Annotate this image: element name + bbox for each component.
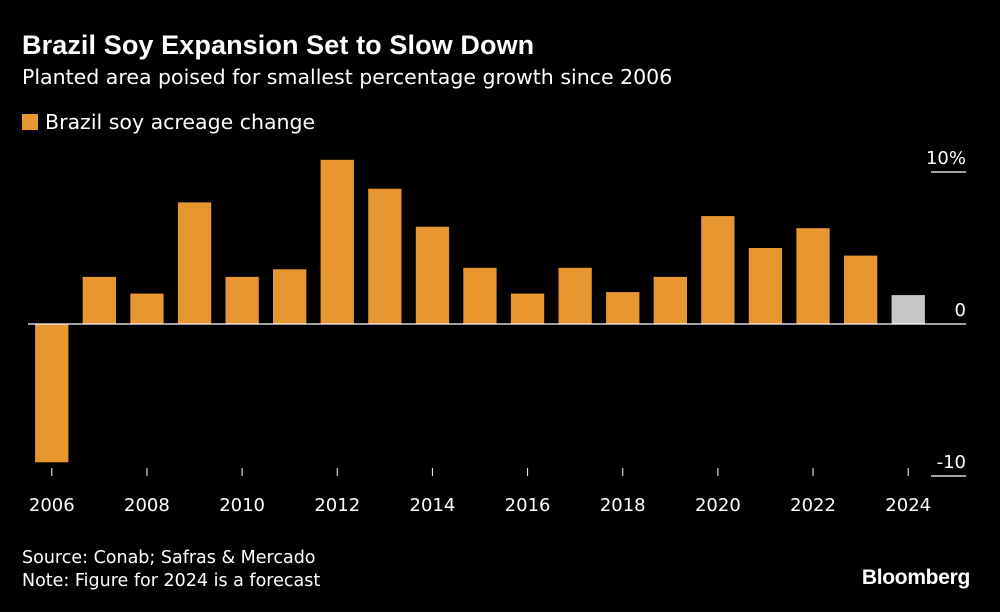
x-tick-label: 2010 bbox=[219, 495, 265, 516]
bar-2020 bbox=[701, 216, 735, 324]
bar-2018 bbox=[606, 292, 640, 324]
bar-2024 bbox=[891, 295, 925, 324]
x-tick-label: 2006 bbox=[29, 495, 75, 516]
x-tick-label: 2020 bbox=[695, 495, 741, 516]
legend-label: Brazil soy acreage change bbox=[45, 110, 316, 134]
x-tick-label: 2008 bbox=[124, 495, 170, 516]
y-tick-label: 0 bbox=[955, 300, 966, 321]
forecast-note: Note: Figure for 2024 is a forecast bbox=[22, 571, 321, 591]
source-note: Source: Conab; Safras & Mercado bbox=[22, 548, 316, 568]
bar-2010 bbox=[225, 276, 259, 324]
bar-2009 bbox=[177, 202, 212, 324]
chart-title: Brazil Soy Expansion Set to Slow Down bbox=[22, 30, 535, 60]
bloomberg-logo: Bloomberg bbox=[861, 566, 970, 589]
x-tick-label: 2014 bbox=[410, 495, 456, 516]
legend-swatch bbox=[22, 114, 38, 130]
chart-subtitle: Planted area poised for smallest percent… bbox=[22, 65, 673, 89]
y-tick-label: -10 bbox=[937, 452, 966, 473]
x-tick-label: 2016 bbox=[505, 495, 551, 516]
bar-2013 bbox=[368, 188, 402, 324]
bar-2016 bbox=[510, 293, 545, 324]
y-tick-label: 10% bbox=[926, 148, 966, 169]
legend: Brazil soy acreage change bbox=[22, 110, 315, 134]
bar-2021 bbox=[748, 248, 783, 324]
bar-2022 bbox=[796, 228, 830, 324]
x-tick-label: 2018 bbox=[600, 495, 646, 516]
bar-2015 bbox=[463, 267, 497, 324]
bar-2017 bbox=[558, 267, 592, 324]
x-tick-label: 2012 bbox=[314, 495, 360, 516]
bar-2014 bbox=[415, 226, 450, 324]
bar-2011 bbox=[273, 269, 307, 324]
x-tick-label: 2024 bbox=[885, 495, 931, 516]
bar-2007 bbox=[82, 276, 116, 324]
x-tick-label: 2022 bbox=[790, 495, 836, 516]
bar-2019 bbox=[653, 276, 687, 324]
bar-2012 bbox=[320, 159, 354, 324]
bar-2006 bbox=[35, 324, 69, 463]
bar-2023 bbox=[844, 255, 878, 324]
bar-2008 bbox=[130, 293, 164, 324]
